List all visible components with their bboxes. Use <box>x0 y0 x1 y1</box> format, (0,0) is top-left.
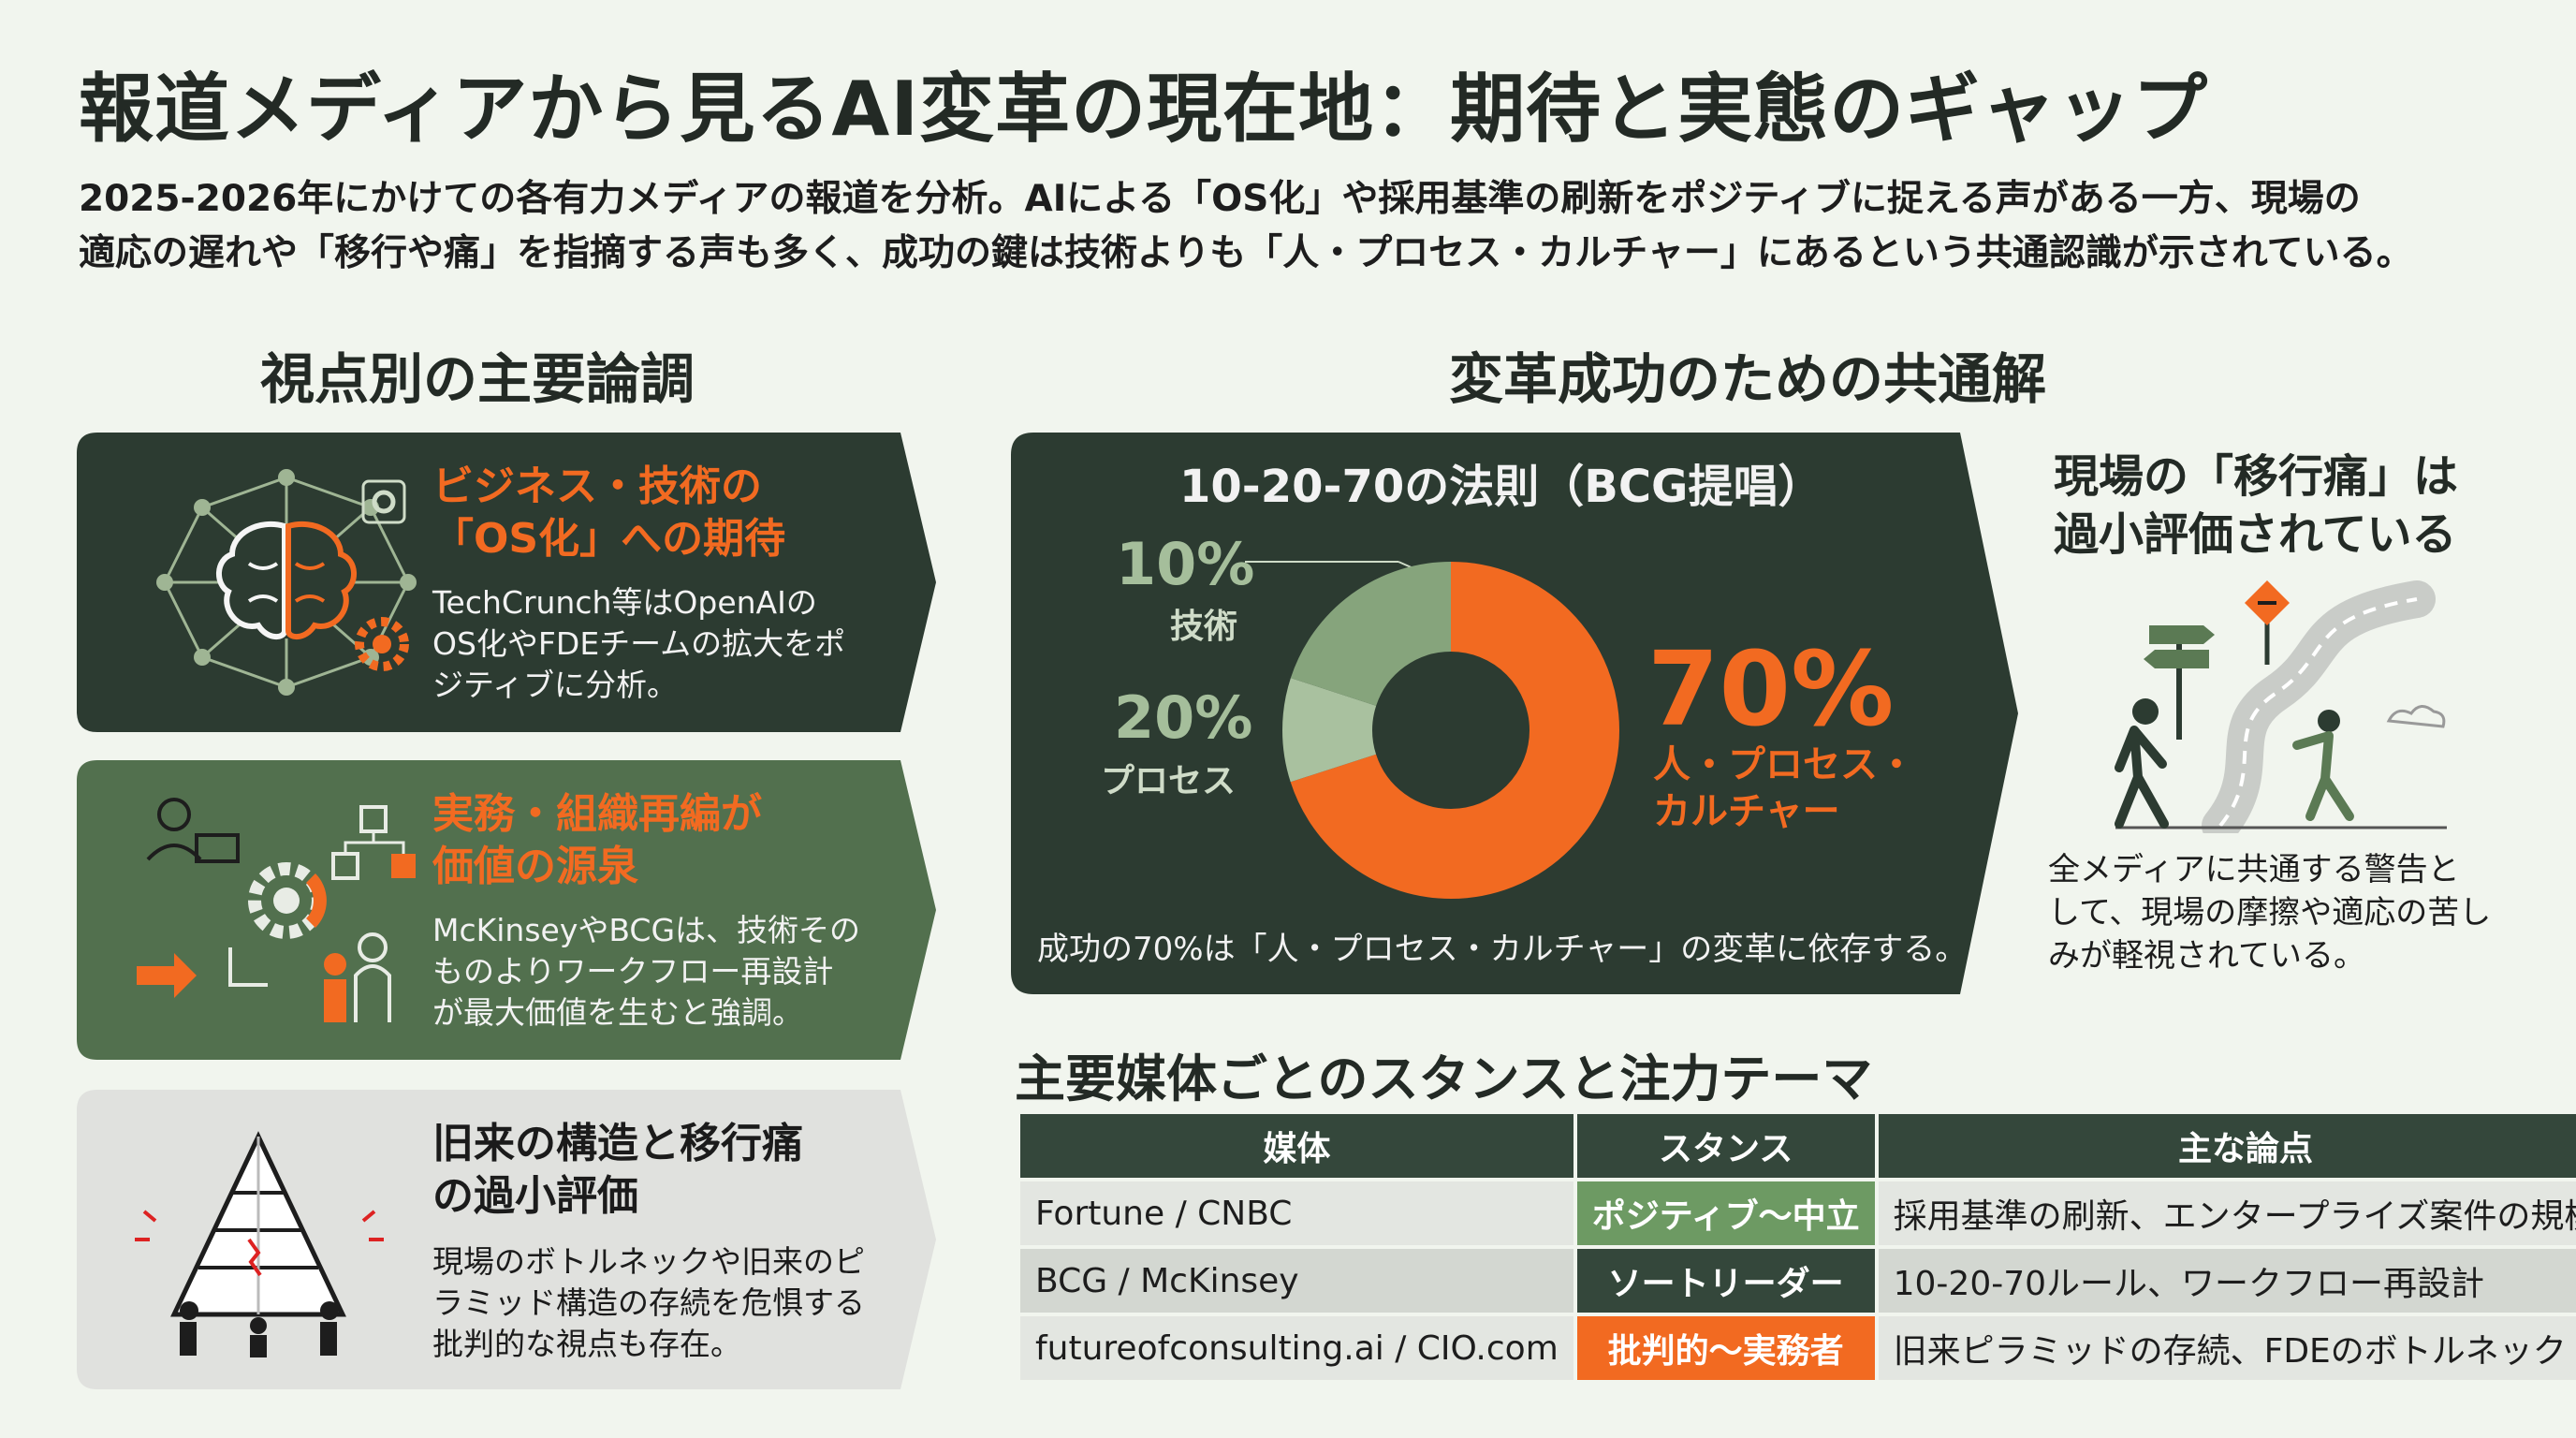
card-background <box>77 760 936 1060</box>
segment-tech-label: 技術 <box>1170 608 1238 646</box>
stance-badge: ソートリーダー <box>1576 1249 1875 1313</box>
column-header-stance: スタンス <box>1576 1114 1875 1178</box>
table-row: Fortune / CNBC ポジティブ〜中立 採用基準の刷新、エンタープライズ… <box>1020 1181 2576 1245</box>
intro-line-2: 適応の遅れや「移行や痛」を指摘する声も多く、成功の鍵は技術よりも「人・プロセス・… <box>79 232 2413 274</box>
media-stance-table: 媒体 スタンス 主な論点 Fortune / CNBC ポジティブ〜中立 採用基… <box>1017 1110 2576 1384</box>
pyramid-people-icon <box>135 1131 384 1357</box>
card-body-line-3: が最大価値を生むと強調。 <box>432 994 803 1031</box>
card-body: 現場のボトルネックや旧来のピ ラミッド構造の存続を危惧する 批判的な視点も存在。 <box>432 1241 919 1365</box>
points-cell: 旧来ピラミッドの存続、FDEのボトルネック <box>1878 1316 2576 1380</box>
points-cell: 10-20-70ルール、ワークフロー再設計 <box>1878 1249 2576 1313</box>
donut-segment <box>1282 562 1619 899</box>
card-background <box>77 433 936 732</box>
card-title-line-1: 旧来の構造と移行痛 <box>432 1120 803 1167</box>
stance-badge: ポジティブ〜中立 <box>1576 1181 1875 1245</box>
perspective-card-operations: 実務・組織再編が 価値の源泉 McKinseyやBCGは、技術その ものよりワー… <box>77 760 938 1060</box>
table-row: BCG / McKinsey ソートリーダー 10-20-70ルール、ワークフロ… <box>1020 1249 2576 1313</box>
column-header-media: 媒体 <box>1020 1114 1573 1178</box>
pain-text: 全メディアに共通する警告と して、現場の摩擦や適応の苦し みが軽視されている。 <box>2048 848 2535 977</box>
segment-people-label-line-1: 人・プロセス・ <box>1653 743 1915 786</box>
card-title: 実務・組織再編が 価値の源泉 <box>432 788 938 893</box>
pain-title-line-2: 過小評価されている <box>2054 508 2457 561</box>
stance-badge: 批判的〜実務者 <box>1576 1316 1875 1380</box>
table-row: futureofconsulting.ai / CIO.com 批判的〜実務者 … <box>1020 1316 2576 1380</box>
card-body-line-3: 批判的な視点も存在。 <box>432 1326 741 1362</box>
card-title-line-1: 実務・組織再編が <box>432 790 762 838</box>
card-title: 旧来の構造と移行痛 の過小評価 <box>432 1118 938 1223</box>
page-title: 報道メディアから見るAI変革の現在地：期待と実態のギャップ <box>79 66 2209 153</box>
table-title: 主要媒体ごとのスタンスと注力テーマ <box>1015 1049 1873 1108</box>
left-section-heading: 視点別の主要論調 <box>260 347 695 411</box>
media-cell: BCG / McKinsey <box>1020 1249 1573 1313</box>
brain-network-icon <box>156 469 417 696</box>
card-body-line-1: 現場のボトルネックや旧来のピ <box>432 1243 865 1280</box>
card-body-line-2: ものよりワークフロー再設計 <box>432 953 834 990</box>
card-title-line-2: 「OS化」への期待 <box>432 515 786 563</box>
workflow-gear-icon <box>137 798 416 1022</box>
card-body: TechCrunch等はOpenAIの OS化やFDEチームの拡大をポ ジティブ… <box>432 582 919 706</box>
card-body-line-2: OS化やFDEチームの拡大をポ <box>432 625 846 662</box>
pain-title-line-1: 現場の「移行痛」は <box>2054 450 2459 503</box>
right-section-heading: 変革成功のための共通解 <box>1449 347 2047 411</box>
donut-segment <box>1282 562 1619 899</box>
rule-donut-chart <box>1282 562 1619 899</box>
pain-title: 現場の「移行痛」は 過小評価されている <box>2054 448 2458 564</box>
perspective-card-critical: 旧来の構造と移行痛 の過小評価 現場のボトルネックや旧来のピ ラミッド構造の存続… <box>77 1090 938 1389</box>
intro-text: 2025-2026年にかけての各有力メディアの報道を分析。AIによる「OS化」や… <box>79 172 2531 281</box>
rule-title: 10-20-70の法則（BCG提唱） <box>1179 461 1823 513</box>
table-header-row: 媒体 スタンス 主な論点 <box>1020 1114 2576 1178</box>
segment-people-label-line-2: カルチャー <box>1653 790 1840 833</box>
winding-road-icon <box>2115 580 2447 833</box>
card-body-line-2: ラミッド構造の存続を危惧する <box>432 1284 865 1321</box>
rule-note: 成功の70%は「人・プロセス・カルチャー」の変革に依存する。 <box>1037 931 1968 968</box>
card-body-line-3: ジティブに分析。 <box>432 667 679 703</box>
pain-text-line-2: して、現場の摩擦や適応の苦し <box>2048 894 2492 932</box>
card-body-line-1: McKinseyやBCGは、技術その <box>432 912 861 948</box>
media-cell: futureofconsulting.ai / CIO.com <box>1020 1316 1573 1380</box>
segment-tech-percent: 10% <box>1116 530 1255 598</box>
pain-text-line-3: みが軽視されている。 <box>2048 937 2365 975</box>
pain-text-line-1: 全メディアに共通する警告と <box>2048 851 2460 888</box>
card-title-line-2: の過小評価 <box>432 1172 638 1220</box>
card-title-line-2: 価値の源泉 <box>432 843 638 890</box>
card-title: ビジネス・技術の 「OS化」への期待 <box>432 461 938 565</box>
segment-people-percent: 70% <box>1647 629 1895 749</box>
intro-line-1: 2025-2026年にかけての各有力メディアの報道を分析。AIによる「OS化」や… <box>79 178 2361 220</box>
column-header-points: 主な論点 <box>1878 1114 2576 1178</box>
perspective-card-business: ビジネス・技術の 「OS化」への期待 TechCrunch等はOpenAIの O… <box>77 433 938 732</box>
media-cell: Fortune / CNBC <box>1020 1181 1573 1245</box>
card-title-line-1: ビジネス・技術の <box>432 462 762 510</box>
points-cell: 採用基準の刷新、エンタープライズ案件の規模 <box>1878 1181 2576 1245</box>
segment-process-label: プロセス <box>1101 762 1237 800</box>
card-body-line-1: TechCrunch等はOpenAIの <box>432 584 817 621</box>
segment-process-percent: 20% <box>1114 683 1253 752</box>
card-body: McKinseyやBCGは、技術その ものよりワークフロー再設計 が最大価値を生… <box>432 910 919 1034</box>
